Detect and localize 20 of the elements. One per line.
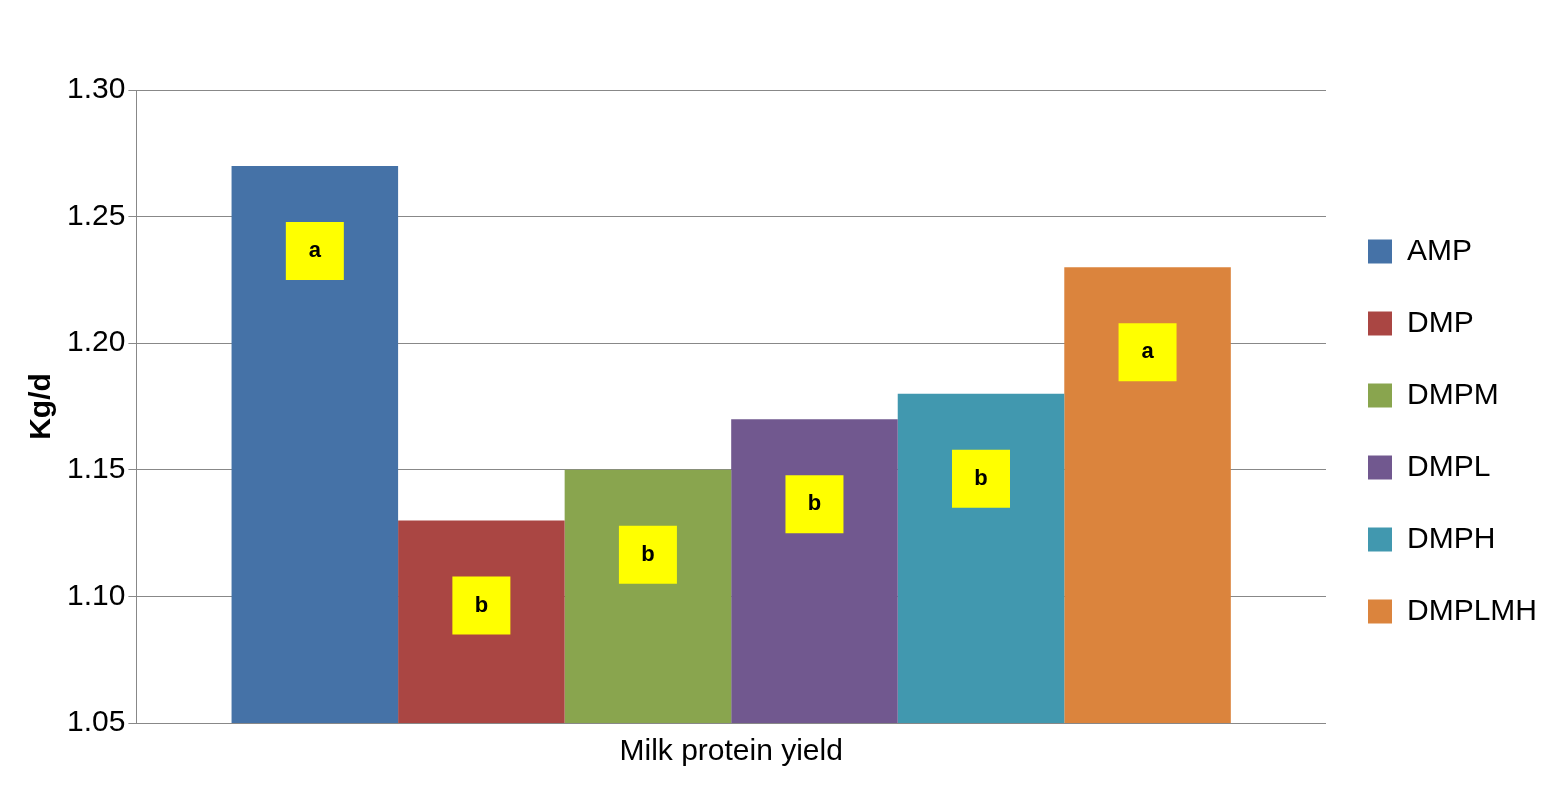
x-tick-label: Milk protein yield [619,733,843,767]
legend-label: DMPL [1407,448,1491,482]
y-axis-title: Kg/d [23,373,57,440]
y-tick-label: 1.20 [67,324,126,358]
data-label: b [641,540,655,566]
y-tick-label: 1.30 [67,71,126,105]
y-tick-label: 1.15 [67,451,126,485]
y-tick-label: 1.05 [67,704,126,738]
data-label: a [1141,338,1155,364]
y-tick-label: 1.25 [67,197,126,231]
data-label: b [974,464,988,490]
data-label: b [807,490,822,516]
legend-label: DMPM [1407,376,1499,410]
legend-label: DMPH [1407,520,1496,554]
data-label: b [474,591,489,617]
legend-label: DMP [1407,304,1474,338]
y-tick-label: 1.10 [67,577,126,611]
legend-label: AMP [1407,232,1473,266]
legend-label: DMPLMH [1407,592,1538,626]
data-label: a [308,237,322,263]
